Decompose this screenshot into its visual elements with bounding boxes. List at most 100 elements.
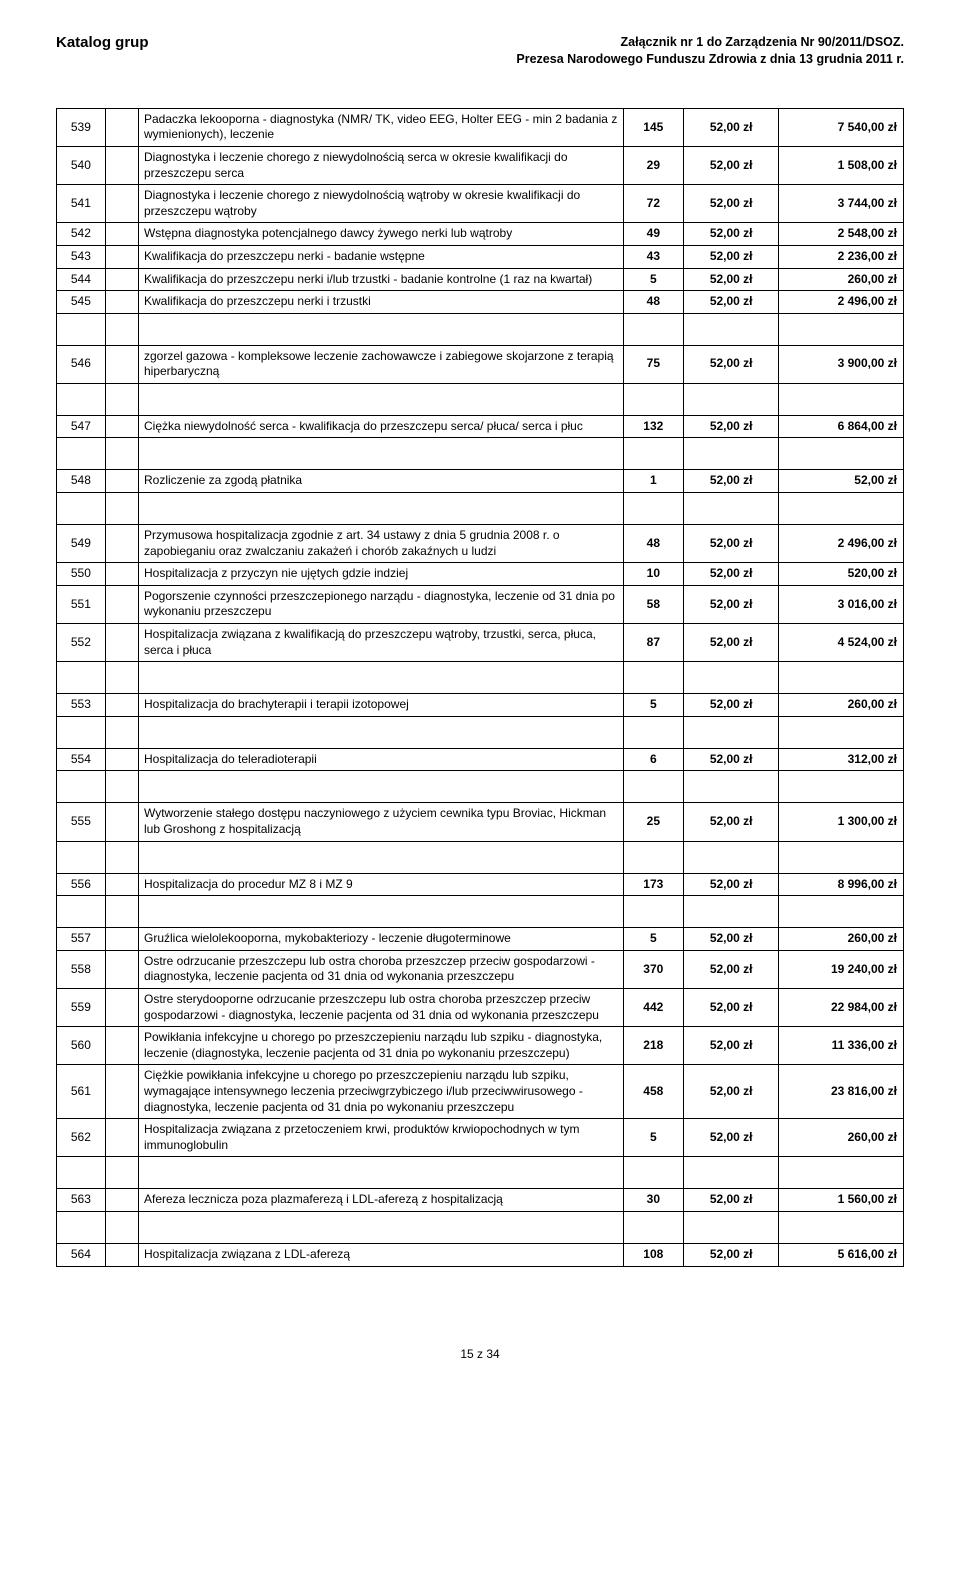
cell-code: 552	[57, 624, 106, 662]
section-spacer-row	[57, 1211, 904, 1243]
cell-rate: 52,00 zł	[683, 803, 778, 841]
cell-points: 10	[623, 563, 683, 586]
header-right-block: Załącznik nr 1 do Zarządzenia Nr 90/2011…	[516, 34, 904, 68]
spacer-cell	[683, 841, 778, 873]
cell-rate: 52,00 zł	[683, 146, 778, 184]
spacer-cell	[138, 841, 623, 873]
spacer-cell	[57, 438, 106, 470]
cell-code: 558	[57, 950, 106, 988]
spacer-cell	[105, 313, 138, 345]
cell-points: 145	[623, 108, 683, 146]
spacer-cell	[138, 313, 623, 345]
cell-amount: 23 816,00 zł	[779, 1065, 904, 1119]
cell-code: 548	[57, 470, 106, 493]
section-spacer-row	[57, 771, 904, 803]
spacer-cell	[683, 771, 778, 803]
spacer-cell	[683, 493, 778, 525]
spacer-cell	[138, 896, 623, 928]
spacer-cell	[623, 716, 683, 748]
cell-amount: 260,00 zł	[779, 1119, 904, 1157]
cell-description: Kwalifikacja do przeszczepu nerki - bada…	[138, 245, 623, 268]
table-row: 555Wytworzenie stałego dostępu naczyniow…	[57, 803, 904, 841]
spacer-cell	[138, 383, 623, 415]
table-row: 550Hospitalizacja z przyczyn nie ujętych…	[57, 563, 904, 586]
spacer-cell	[779, 313, 904, 345]
cell-points: 48	[623, 525, 683, 563]
cell-rate: 52,00 zł	[683, 988, 778, 1026]
cell-blank	[105, 245, 138, 268]
section-spacer-row	[57, 383, 904, 415]
cell-code: 547	[57, 415, 106, 438]
cell-description: Wstępna diagnostyka potencjalnego dawcy …	[138, 223, 623, 246]
cell-blank	[105, 268, 138, 291]
cell-points: 1	[623, 470, 683, 493]
cell-amount: 22 984,00 zł	[779, 988, 904, 1026]
spacer-cell	[683, 1157, 778, 1189]
cell-points: 25	[623, 803, 683, 841]
cell-points: 132	[623, 415, 683, 438]
spacer-cell	[683, 716, 778, 748]
spacer-cell	[779, 716, 904, 748]
spacer-cell	[138, 1211, 623, 1243]
spacer-cell	[623, 313, 683, 345]
cell-rate: 52,00 zł	[683, 1065, 778, 1119]
cell-blank	[105, 525, 138, 563]
spacer-cell	[138, 771, 623, 803]
cell-code: 559	[57, 988, 106, 1026]
spacer-cell	[138, 1157, 623, 1189]
cell-rate: 52,00 zł	[683, 268, 778, 291]
cell-description: Ostre sterydooporne odrzucanie przeszcze…	[138, 988, 623, 1026]
cell-points: 48	[623, 291, 683, 314]
table-row: 557Gruźlica wielolekooporna, mykobakteri…	[57, 928, 904, 951]
cell-points: 5	[623, 268, 683, 291]
spacer-cell	[779, 383, 904, 415]
cell-rate: 52,00 zł	[683, 415, 778, 438]
cell-points: 5	[623, 928, 683, 951]
cell-description: Rozliczenie za zgodą płatnika	[138, 470, 623, 493]
table-row: 562Hospitalizacja związana z przetoczeni…	[57, 1119, 904, 1157]
cell-amount: 3 900,00 zł	[779, 345, 904, 383]
cell-amount: 260,00 zł	[779, 928, 904, 951]
cell-description: Pogorszenie czynności przeszczepionego n…	[138, 585, 623, 623]
cell-amount: 11 336,00 zł	[779, 1027, 904, 1065]
spacer-cell	[779, 1211, 904, 1243]
cell-description: Przymusowa hospitalizacja zgodnie z art.…	[138, 525, 623, 563]
table-row: 559 Ostre sterydooporne odrzucanie przesz…	[57, 988, 904, 1026]
cell-code: 560	[57, 1027, 106, 1065]
spacer-cell	[623, 1211, 683, 1243]
cell-blank	[105, 585, 138, 623]
cell-code: 540	[57, 146, 106, 184]
cell-points: 458	[623, 1065, 683, 1119]
spacer-cell	[105, 438, 138, 470]
cell-blank	[105, 748, 138, 771]
table-row: 546zgorzel gazowa - kompleksowe leczenie…	[57, 345, 904, 383]
cell-points: 29	[623, 146, 683, 184]
spacer-cell	[779, 841, 904, 873]
cell-amount: 260,00 zł	[779, 694, 904, 717]
cell-blank	[105, 223, 138, 246]
cell-code: 545	[57, 291, 106, 314]
spacer-cell	[105, 841, 138, 873]
cell-rate: 52,00 zł	[683, 1243, 778, 1266]
cell-blank	[105, 694, 138, 717]
spacer-cell	[105, 493, 138, 525]
spacer-cell	[683, 383, 778, 415]
spacer-cell	[683, 662, 778, 694]
cell-description: Padaczka lekooporna - diagnostyka (NMR/ …	[138, 108, 623, 146]
cell-points: 370	[623, 950, 683, 988]
cell-rate: 52,00 zł	[683, 1027, 778, 1065]
cell-points: 5	[623, 1119, 683, 1157]
cell-points: 49	[623, 223, 683, 246]
cell-description: Ciężka niewydolność serca - kwalifikacja…	[138, 415, 623, 438]
table-row: 542Wstępna diagnostyka potencjalnego daw…	[57, 223, 904, 246]
table-row: 551Pogorszenie czynności przeszczepioneg…	[57, 585, 904, 623]
section-spacer-row	[57, 896, 904, 928]
cell-code: 554	[57, 748, 106, 771]
spacer-cell	[779, 896, 904, 928]
cell-blank	[105, 803, 138, 841]
cell-amount: 1 508,00 zł	[779, 146, 904, 184]
cell-description: Hospitalizacja do procedur MZ 8 i MZ 9	[138, 873, 623, 896]
spacer-cell	[623, 841, 683, 873]
cell-description: Gruźlica wielolekooporna, mykobakteriozy…	[138, 928, 623, 951]
cell-description: Ostre odrzucanie przeszczepu lub ostra c…	[138, 950, 623, 988]
